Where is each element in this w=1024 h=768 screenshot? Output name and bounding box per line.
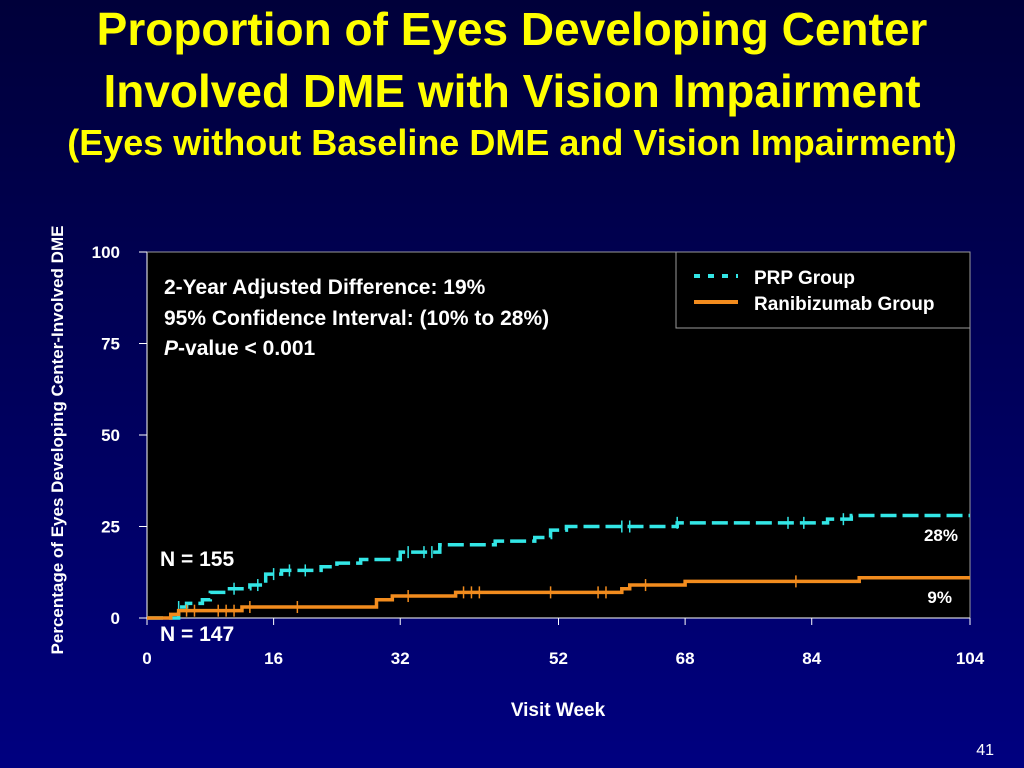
slide-subtitle: (Eyes without Baseline DME and Vision Im…	[67, 122, 957, 163]
x-tick-label: 68	[676, 649, 695, 668]
x-tick-label: 52	[549, 649, 568, 668]
y-axis-label: Percentage of Eyes Developing Center-Inv…	[48, 226, 67, 655]
x-axis-label: Visit Week	[511, 700, 606, 721]
p-value-text: P-value < 0.001	[164, 337, 316, 360]
adjusted-difference-text: 2-Year Adjusted Difference: 19%	[164, 276, 486, 299]
x-tick-label: 104	[956, 649, 985, 668]
stats-annotation: 2-Year Adjusted Difference: 19% 95% Conf…	[164, 276, 549, 360]
y-tick-label: 25	[101, 518, 120, 537]
x-axis: 0 16 32 52 68 84 104	[142, 617, 985, 668]
ranibizumab-curve	[147, 575, 970, 620]
page-number: 41	[976, 742, 994, 759]
series-layer	[147, 513, 970, 620]
n-ranibizumab-label: N = 147	[160, 623, 234, 646]
x-tick-label: 84	[802, 649, 821, 668]
legend-prp-label: PRP Group	[754, 268, 855, 289]
slide-title-line-1: Proportion of Eyes Developing Center	[96, 3, 928, 55]
y-tick-label: 100	[92, 243, 120, 262]
ranibizumab-end-value-label: 9%	[927, 588, 952, 607]
p-value-rest: -value < 0.001	[178, 337, 315, 360]
y-tick-label: 50	[101, 426, 120, 445]
y-tick-label: 0	[111, 609, 120, 628]
legend: PRP Group Ranibizumab Group	[675, 251, 971, 329]
x-tick-label: 32	[391, 649, 410, 668]
y-tick-label: 75	[101, 335, 120, 354]
n-prp-label: N = 155	[160, 548, 234, 571]
legend-box	[675, 251, 971, 329]
slide-title-line-2: Involved DME with Vision Impairment	[103, 65, 921, 117]
legend-ranibizumab-label: Ranibizumab Group	[754, 294, 935, 315]
x-tick-label: 0	[142, 649, 151, 668]
prp-end-value-label: 28%	[924, 526, 958, 545]
x-tick-label: 16	[264, 649, 283, 668]
confidence-interval-text: 95% Confidence Interval: (10% to 28%)	[164, 307, 549, 330]
p-value-italic-p: P	[164, 337, 179, 360]
prp-curve	[147, 513, 970, 620]
